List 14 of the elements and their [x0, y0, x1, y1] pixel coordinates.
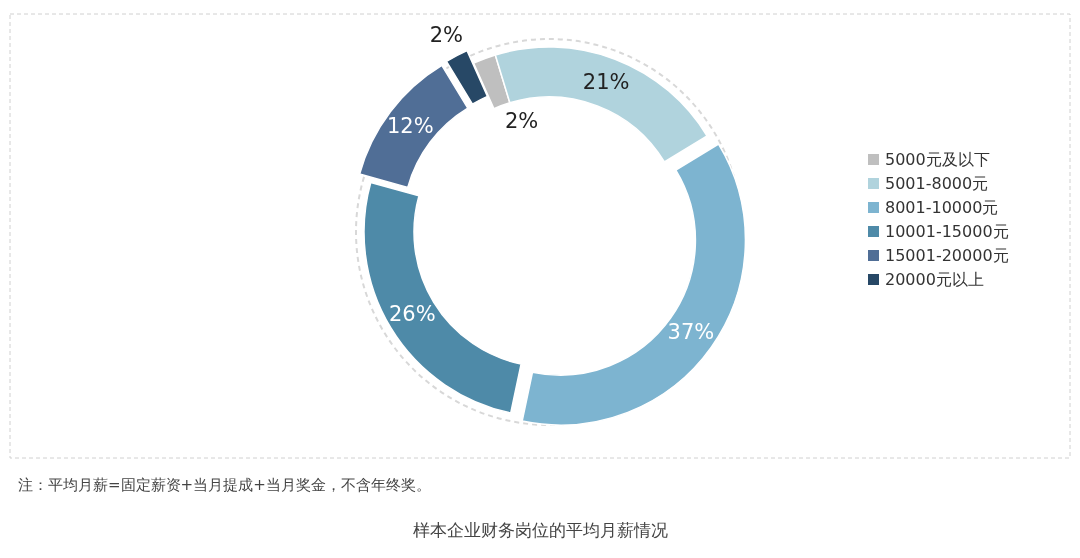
data-label: 26%	[388, 302, 436, 327]
legend-label: 15001-20000元	[885, 245, 1009, 265]
data-label: 21%	[582, 69, 630, 94]
data-label: 2%	[504, 109, 539, 134]
text: 注：平均月薪=固定薪资+当月提成+当月奖金，不含年终奖。	[18, 476, 431, 494]
legend-label: 20000元以上	[885, 269, 984, 289]
legend-label: 10001-15000元	[885, 221, 1009, 241]
data-label: 37%	[667, 319, 715, 344]
data-label: 2%	[429, 23, 464, 48]
data-label: 12%	[386, 113, 434, 138]
legend-label: 8001-10000元	[885, 197, 999, 217]
legend-label: 5001-8000元	[885, 173, 989, 193]
legend-label: 5000元及以下	[885, 149, 990, 169]
text: 样本企业财务岗位的平均月薪情况	[412, 520, 668, 540]
